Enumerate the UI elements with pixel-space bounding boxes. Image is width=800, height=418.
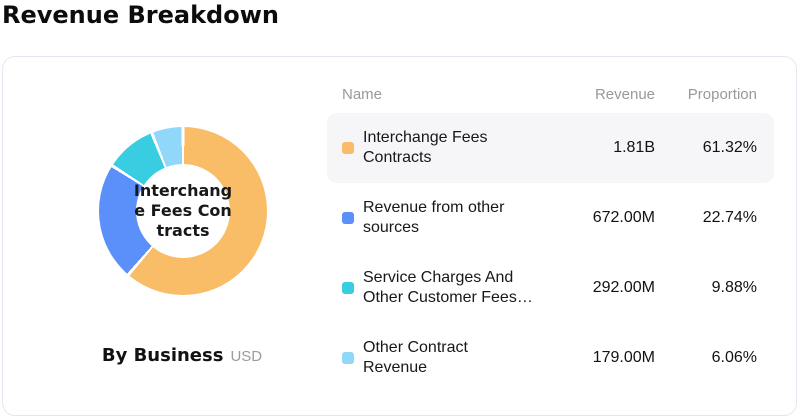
chart-footer: By Business USD (3, 345, 361, 368)
row-proportion: 61.32% (702, 139, 757, 156)
revenue-table: Name Revenue Proportion Interchange Fees… (327, 83, 774, 393)
row-name: Revenue from other sources (363, 199, 505, 236)
table-row[interactable]: Revenue from other sources 672.00M 22.74… (327, 183, 774, 253)
legend-swatch (342, 212, 354, 224)
by-business-label: By Business (101, 345, 224, 366)
page-title: Revenue Breakdown (2, 1, 279, 29)
row-proportion: 9.88% (711, 279, 757, 296)
legend-swatch (342, 142, 354, 154)
table-header: Name Revenue Proportion (327, 83, 774, 105)
row-name: Other Contract Revenue (363, 339, 468, 376)
table-row[interactable]: Service Charges And Other Customer Fees…… (327, 253, 774, 323)
legend-swatch (342, 352, 354, 364)
row-revenue: 292.00M (592, 279, 655, 296)
row-name: Service Charges And Other Customer Fees… (363, 269, 533, 306)
table-row[interactable]: Interchange Fees Contracts 1.81B 61.32% (327, 113, 774, 183)
legend-swatch (342, 282, 354, 294)
table-row[interactable]: Other Contract Revenue 179.00M 6.06% (327, 323, 774, 393)
donut-hole (136, 164, 230, 258)
row-revenue: 1.81B (613, 139, 655, 156)
header-proportion: Proportion (687, 85, 757, 103)
currency-label: USD (230, 348, 263, 365)
row-revenue: 672.00M (592, 209, 655, 226)
header-revenue: Revenue (594, 85, 655, 103)
header-name: Name (342, 85, 383, 103)
row-proportion: 6.06% (711, 349, 757, 366)
row-revenue: 179.00M (592, 349, 655, 366)
row-name: Interchange Fees Contracts (363, 129, 488, 166)
revenue-card: Interchang e Fees Con tracts By Business… (2, 56, 797, 416)
donut-chart[interactable] (99, 127, 267, 295)
row-proportion: 22.74% (702, 209, 757, 226)
